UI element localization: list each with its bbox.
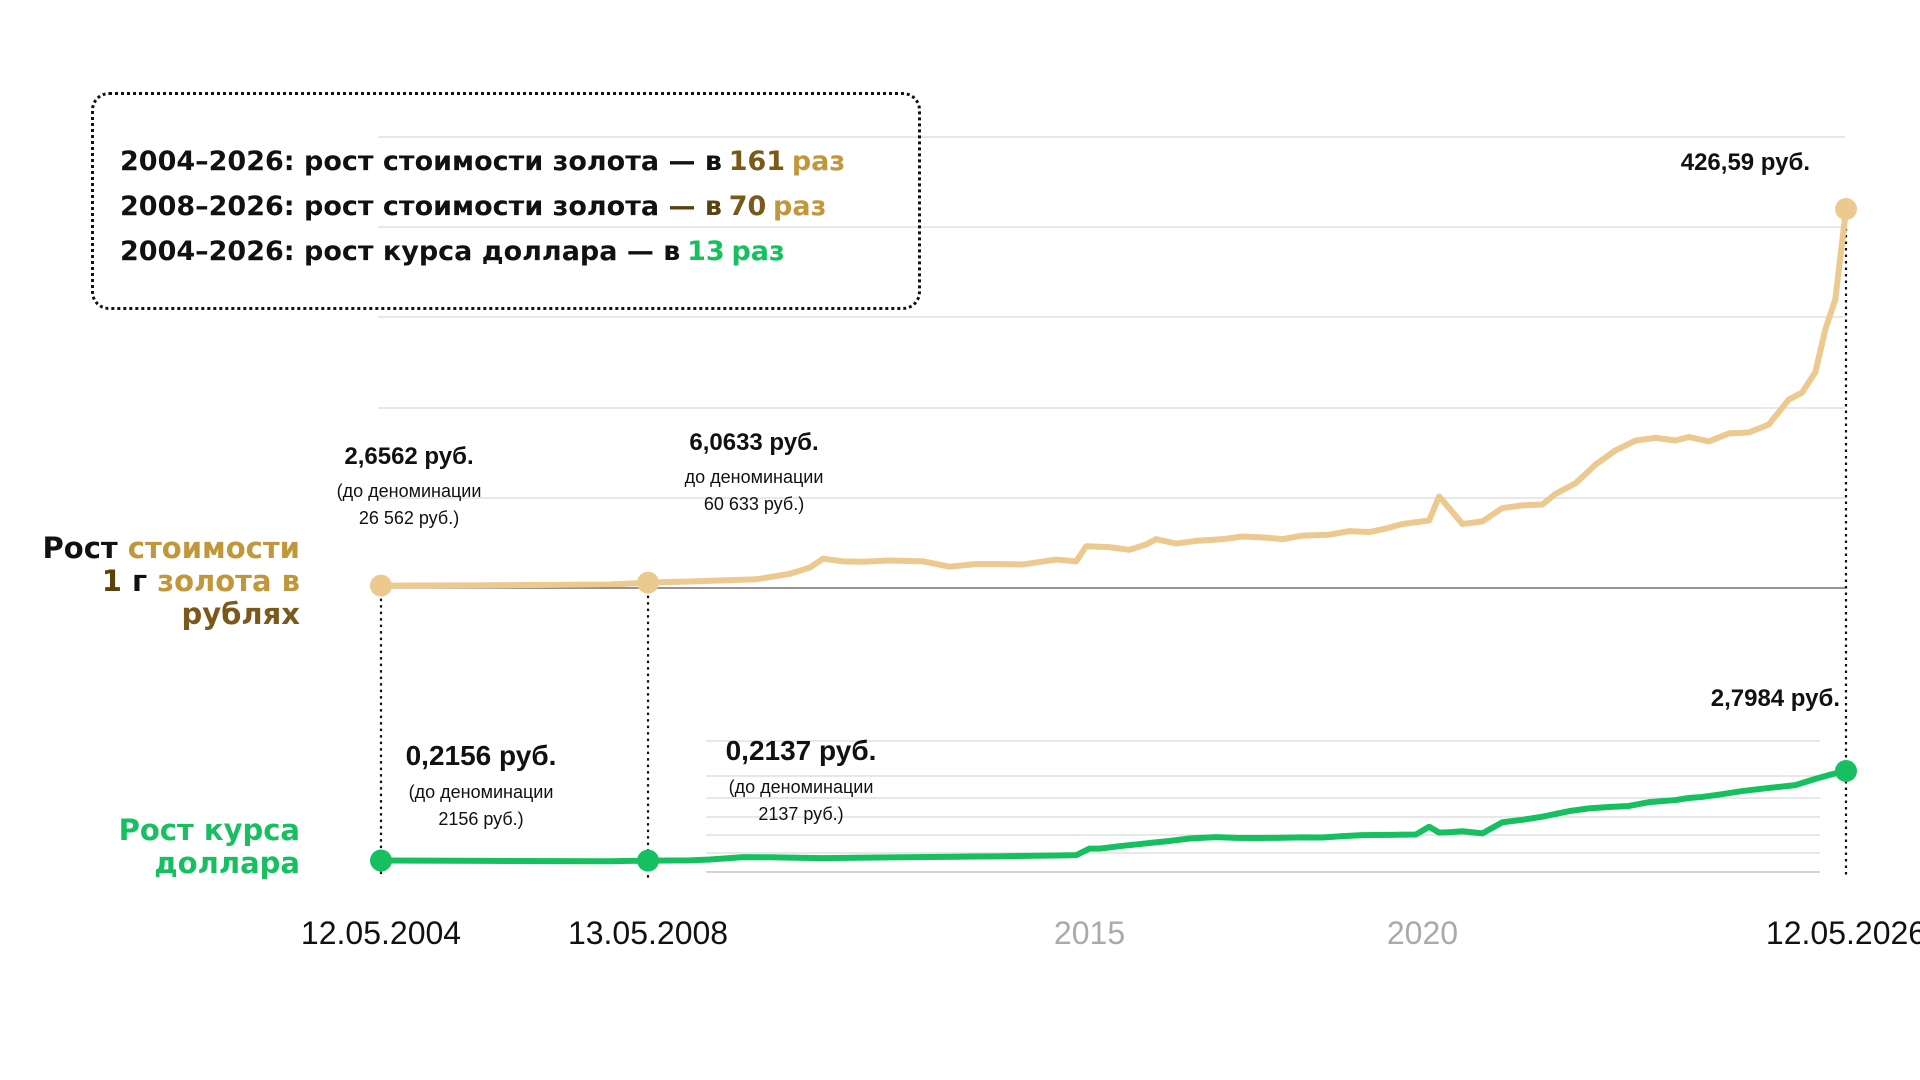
summary-word: раз bbox=[791, 146, 846, 177]
usd-2004-value: 0,2156 руб. bbox=[406, 740, 557, 771]
x-tick-label: 12.05.2026 bbox=[1766, 915, 1920, 951]
summary-lead: 2004–2026: рост стоимости золота bbox=[120, 146, 660, 177]
usd-2008-note: 2137 руб.) bbox=[758, 804, 843, 824]
usd-series-label: Рост курса доллара bbox=[118, 813, 300, 880]
summary-box: 2004–2026: рост стоимости золота — в 161 р… bbox=[91, 92, 921, 310]
usd-2026-value: 2,7984 руб. bbox=[1711, 685, 1840, 712]
summary-line-gold-2004: 2004–2026: рост стоимости золота — в 161 р… bbox=[120, 139, 918, 184]
annotations: 2,6562 руб. (до деноминации 26 562 руб.) 6,… bbox=[337, 149, 1840, 829]
gold-2004-note: (до деноминации bbox=[337, 481, 482, 501]
gold-2004-value: 2,6562 руб. bbox=[344, 443, 473, 470]
gold-2008-note: до деноминации bbox=[685, 467, 824, 487]
x-tick-label: 13.05.2008 bbox=[568, 915, 728, 951]
usd-point-marker bbox=[1835, 760, 1857, 782]
gold-2008-note: 60 633 руб.) bbox=[704, 494, 804, 514]
gold-2004-note: 26 562 руб.) bbox=[359, 508, 459, 528]
gold-point-marker bbox=[1835, 198, 1857, 220]
usd-2008-value: 0,2137 руб. bbox=[726, 735, 877, 766]
x-axis-ticks: 12.05.2004 13.05.2008 2015 2020 12.05.2026 bbox=[301, 915, 1920, 951]
x-tick-label: 2020 bbox=[1387, 915, 1458, 951]
gold-2026-value: 426,59 руб. bbox=[1681, 149, 1810, 176]
usd-2004-note: (до деноминации bbox=[409, 782, 554, 802]
usd-2008-note: (до деноминации bbox=[729, 777, 874, 797]
usd-2004-note: 2156 руб.) bbox=[438, 809, 523, 829]
gold-2008-value: 6,0633 руб. bbox=[689, 429, 818, 456]
summary-dash: — в bbox=[659, 191, 722, 222]
summary-line-usd-2004: 2004–2026: рост курса доллара — в 13 раз bbox=[120, 229, 918, 274]
summary-lead: 2008–2026: рост стоимости золота bbox=[120, 191, 660, 222]
usd-gridlines bbox=[706, 740, 1820, 873]
summary-multiplier: 13 bbox=[687, 236, 725, 267]
x-tick-label: 2015 bbox=[1054, 915, 1125, 951]
summary-word: раз bbox=[773, 191, 827, 222]
summary-dash: — в bbox=[659, 146, 722, 177]
summary-word: раз bbox=[731, 236, 785, 267]
summary-lead: 2004–2026: рост курса доллара bbox=[120, 236, 618, 267]
guide-lines bbox=[379, 209, 1848, 878]
summary-line-gold-2008: 2008–2026: рост стоимости золота — в 70 ра… bbox=[120, 184, 918, 229]
gold-series-label: Рост стоимости 1 г золота в рублях bbox=[42, 531, 300, 631]
endpoint-markers bbox=[370, 198, 1857, 872]
gold-gridlines bbox=[378, 136, 1845, 589]
usd-point-marker bbox=[370, 849, 392, 872]
usd-series-line bbox=[378, 768, 1849, 865]
summary-multiplier: 70 bbox=[728, 191, 767, 222]
usd-point-marker bbox=[637, 849, 660, 872]
summary-dash: — в bbox=[617, 236, 681, 267]
gold-point-marker bbox=[370, 574, 392, 597]
gold-series-line bbox=[378, 206, 1849, 589]
x-tick-label: 12.05.2004 bbox=[301, 915, 461, 951]
summary-multiplier: 161 bbox=[728, 146, 786, 177]
gold-point-marker bbox=[637, 571, 660, 594]
